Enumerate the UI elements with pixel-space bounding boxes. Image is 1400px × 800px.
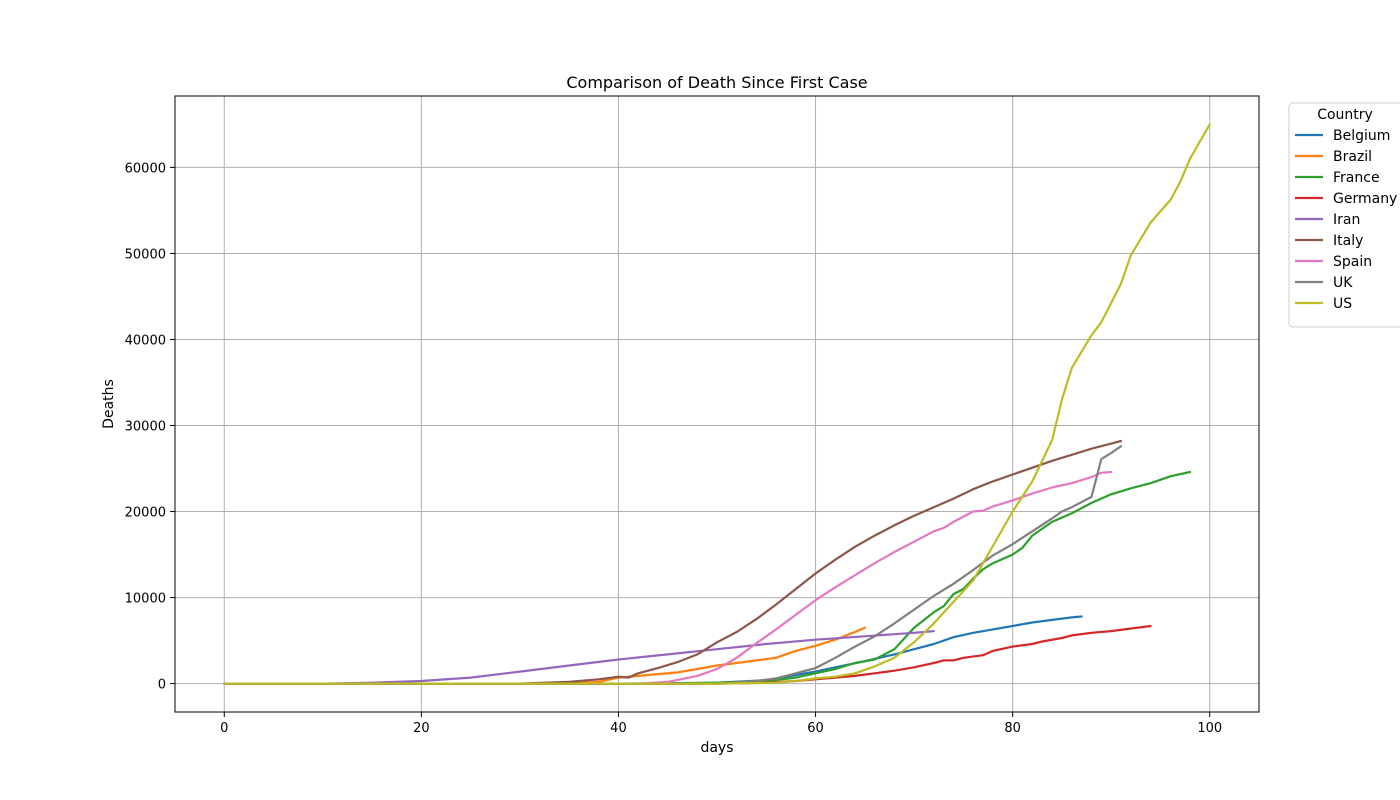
legend-label-italy: Italy <box>1333 233 1363 249</box>
x-tick-label: 0 <box>220 721 228 736</box>
y-tick-label: 10000 <box>125 592 166 607</box>
series-line-spain <box>223 470 1113 685</box>
y-axis-label: Deaths <box>101 379 117 429</box>
legend-box <box>1288 102 1400 328</box>
y-tick-label: 20000 <box>125 506 166 521</box>
x-tick-label: 80 <box>1004 721 1021 736</box>
legend-label-france: France <box>1333 170 1380 186</box>
legend-label-uk: UK <box>1333 275 1353 291</box>
x-tick-label: 100 <box>1197 721 1222 736</box>
series-line-us <box>223 123 1211 685</box>
series-line-uk <box>223 445 1123 685</box>
legend-label-germany: Germany <box>1333 191 1397 207</box>
series-line-iran <box>223 629 935 685</box>
series-lines <box>223 123 1211 685</box>
y-tick-label: 60000 <box>125 161 166 176</box>
legend-label-spain: Spain <box>1333 254 1372 270</box>
y-tick-label: 40000 <box>125 333 166 348</box>
axis-ticks: 0 20 40 60 80 100 0 10000 20000 30000 40000 50000 60… <box>125 161 1223 736</box>
legend-label-us: US <box>1333 296 1352 312</box>
y-tick-label: 0 <box>158 678 166 693</box>
y-tick-label: 30000 <box>125 420 166 435</box>
legend-label-iran: Iran <box>1333 212 1360 228</box>
x-tick-label: 40 <box>610 721 627 736</box>
gridlines <box>175 96 1259 712</box>
y-tick-label: 50000 <box>125 247 166 262</box>
series-line-italy <box>223 439 1123 685</box>
x-tick-label: 60 <box>807 721 824 736</box>
x-axis-label: days <box>700 740 733 756</box>
series-line-brazil <box>223 626 866 685</box>
chart-title: Comparison of Death Since First Case <box>566 73 867 92</box>
x-tick-label: 20 <box>413 721 430 736</box>
series-line-france <box>223 470 1192 685</box>
legend-label-belgium: Belgium <box>1333 128 1390 144</box>
legend-title: Country <box>1317 107 1373 123</box>
plot-frame <box>174 95 1260 713</box>
legend-label-brazil: Brazil <box>1333 149 1372 165</box>
legend: Country Belgium Brazil France Germany Iran Ita… <box>1288 102 1400 328</box>
